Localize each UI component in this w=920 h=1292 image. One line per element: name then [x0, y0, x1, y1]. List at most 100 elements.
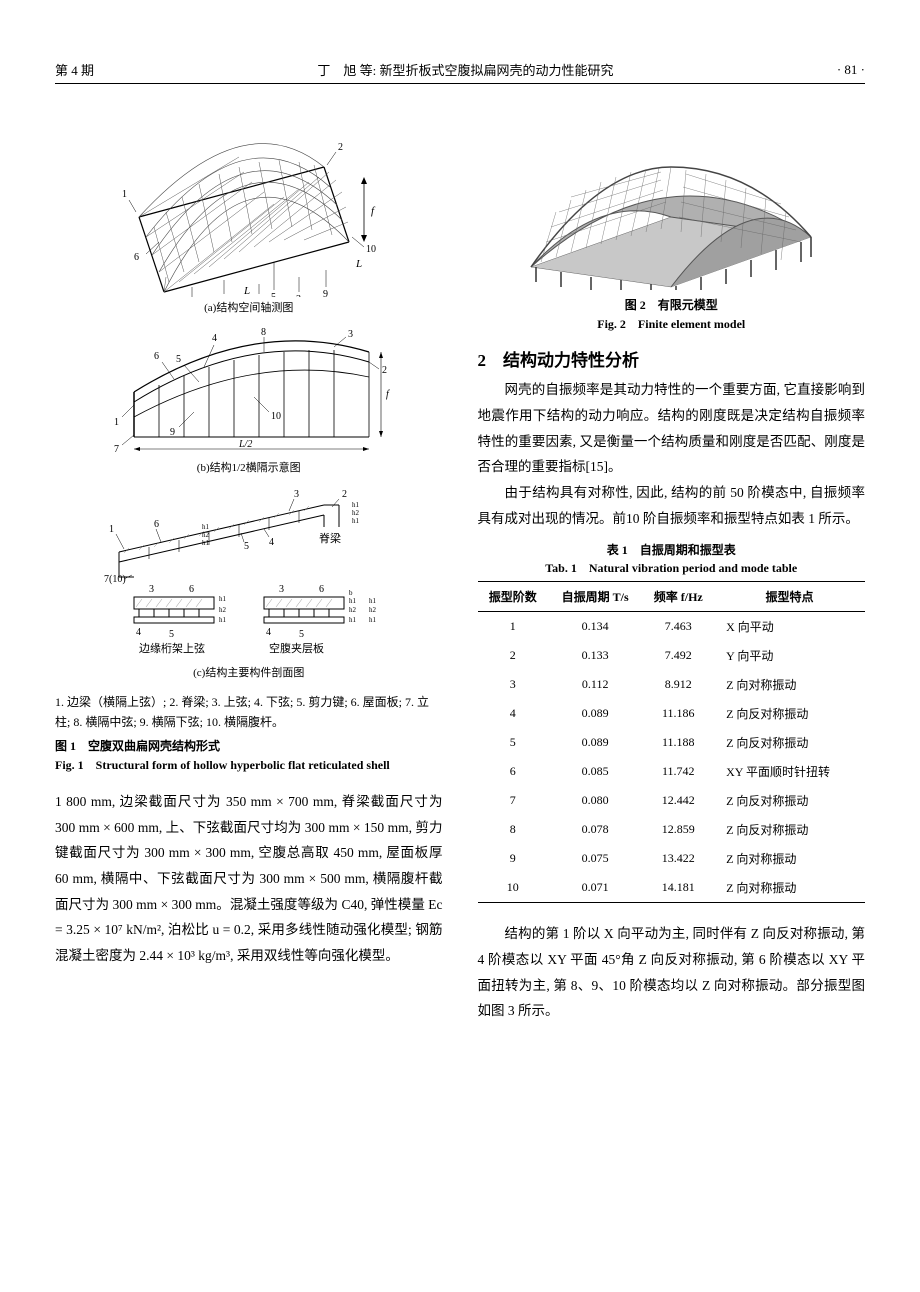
table-row: 100.07114.181Z 向对称振动 — [478, 873, 866, 903]
svg-text:h2: h2 — [219, 606, 227, 614]
svg-text:h2: h2 — [352, 509, 360, 517]
svg-text:4: 4 — [212, 333, 217, 344]
svg-text:h2: h2 — [202, 531, 210, 539]
svg-text:5: 5 — [169, 629, 174, 640]
svg-text:5: 5 — [271, 292, 276, 297]
running-title: 丁 旭 等: 新型折板式空腹拟扁网壳的动力性能研究 — [94, 60, 837, 79]
svg-text:4: 4 — [266, 627, 271, 638]
label-L2: L — [355, 258, 362, 270]
svg-text:h1: h1 — [349, 597, 357, 605]
svg-text:h1: h1 — [349, 616, 357, 624]
table-col-header: 振型阶数 — [478, 582, 548, 612]
table-1: 振型阶数自振周期 T/s频率 f/Hz振型特点 10.1347.463X 向平动… — [478, 581, 866, 903]
svg-text:1: 1 — [114, 417, 119, 428]
table1-caption: 表 1 自振周期和振型表 Tab. 1 Natural vibration pe… — [478, 541, 866, 577]
svg-text:1: 1 — [109, 524, 114, 535]
svg-text:h2: h2 — [369, 606, 377, 614]
fig1b-svg: L/2 f 1 2 3 4 5 6 7 8 9 10 — [104, 327, 394, 457]
label-f: f — [371, 205, 376, 217]
figure-2: 图 2 有限元模型 Fig. 2 Finite element model — [478, 122, 866, 334]
svg-text:7: 7 — [114, 444, 119, 455]
svg-text:f: f — [386, 389, 390, 400]
svg-text:10: 10 — [366, 244, 376, 255]
svg-text:3: 3 — [348, 329, 353, 340]
table-col-header: 振型特点 — [714, 582, 865, 612]
svg-text:6: 6 — [134, 252, 139, 263]
page-header: 第 4 期 丁 旭 等: 新型折板式空腹拟扁网壳的动力性能研究 · 81 · — [55, 60, 865, 84]
svg-text:h1: h1 — [352, 501, 360, 509]
label-L1: L — [243, 285, 250, 297]
table-row: 30.1128.912Z 向对称振动 — [478, 670, 866, 699]
table-row: 90.07513.422Z 向对称振动 — [478, 844, 866, 873]
svg-text:2: 2 — [338, 142, 343, 153]
issue-number: 第 4 期 — [55, 60, 94, 79]
fig1c-svg: 脊梁 1 2 3 4 5 6 7(10) — [94, 487, 404, 662]
svg-text:3: 3 — [279, 584, 284, 595]
svg-text:h1: h1 — [202, 539, 210, 547]
table-row: 50.08911.188Z 向反对称振动 — [478, 728, 866, 757]
fig2-caption-en: Fig. 2 Finite element model — [478, 315, 866, 334]
svg-text:2: 2 — [342, 489, 347, 500]
svg-text:h1: h1 — [202, 523, 210, 531]
table-row: 80.07812.859Z 向反对称振动 — [478, 815, 866, 844]
fig1a-caption: (a)结构空间轴测图 — [55, 299, 443, 315]
table-col-header: 频率 f/Hz — [642, 582, 714, 612]
fig1-caption-cn: 图 1 空腹双曲扁网壳结构形式 — [55, 737, 443, 756]
fig1b-caption: (b)结构1/2横隔示意图 — [55, 459, 443, 475]
svg-text:3: 3 — [294, 489, 299, 500]
right-para2: 由于结构具有对称性, 因此, 结构的前 50 阶模态中, 自振频率具有成对出现的… — [478, 480, 866, 531]
svg-text:3: 3 — [296, 294, 301, 297]
svg-text:3: 3 — [149, 584, 154, 595]
svg-text:4: 4 — [269, 537, 274, 548]
table-row: 70.08012.442Z 向反对称振动 — [478, 786, 866, 815]
svg-text:5: 5 — [244, 541, 249, 552]
fig1c-caption: (c)结构主要构件剖面图 — [55, 664, 443, 680]
svg-text:h1: h1 — [219, 616, 227, 624]
fig1a-svg: f L L 1 2 3 4 5 6 7 8 9 10 — [104, 122, 394, 297]
table-row: 20.1337.492Y 向平动 — [478, 641, 866, 670]
fig2-caption-cn: 图 2 有限元模型 — [478, 296, 866, 315]
svg-text:b: b — [349, 589, 353, 597]
svg-text:7(10): 7(10) — [104, 574, 126, 585]
svg-text:6: 6 — [319, 584, 324, 595]
left-column: f L L 1 2 3 4 5 6 7 8 9 10 (a)结构空间轴 — [55, 114, 443, 1024]
right-column: 图 2 有限元模型 Fig. 2 Finite element model 2 … — [478, 114, 866, 1024]
svg-text:4: 4 — [256, 296, 261, 297]
svg-text:h2: h2 — [349, 606, 357, 614]
svg-text:脊梁: 脊梁 — [319, 531, 341, 545]
svg-text:边缘桁架上弦: 边缘桁架上弦 — [139, 641, 205, 655]
svg-text:10: 10 — [271, 411, 281, 422]
svg-text:h1: h1 — [369, 616, 377, 624]
svg-text:9: 9 — [323, 289, 328, 297]
svg-text:6: 6 — [189, 584, 194, 595]
left-paragraph: 1 800 mm, 边梁截面尺寸为 350 mm × 700 mm, 脊梁截面尺… — [55, 789, 443, 968]
svg-text:6: 6 — [154, 351, 159, 362]
svg-text:h1: h1 — [219, 595, 227, 603]
section-2-heading: 2 结构动力特性分析 — [478, 346, 866, 371]
svg-text:8: 8 — [261, 327, 266, 338]
svg-text:8: 8 — [221, 296, 226, 297]
svg-text:h1: h1 — [369, 597, 377, 605]
figure-1b: L/2 f 1 2 3 4 5 6 7 8 9 10 (b)结构1/ — [55, 327, 443, 475]
table-row: 40.08911.186Z 向反对称振动 — [478, 699, 866, 728]
svg-text:空腹夹层板: 空腹夹层板 — [269, 641, 324, 655]
svg-text:1: 1 — [122, 189, 127, 200]
svg-text:9: 9 — [170, 427, 175, 438]
svg-text:5: 5 — [176, 354, 181, 365]
figure-1c: 脊梁 1 2 3 4 5 6 7(10) — [55, 487, 443, 680]
fig2-svg — [501, 122, 841, 292]
svg-text:4: 4 — [136, 627, 141, 638]
table-row: 10.1347.463X 向平动 — [478, 612, 866, 642]
fig1-legend: 1. 边梁（横隔上弦）; 2. 脊梁; 3. 上弦; 4. 下弦; 5. 剪力键… — [55, 692, 443, 733]
svg-text:L/2: L/2 — [238, 439, 252, 450]
svg-text:5: 5 — [299, 629, 304, 640]
svg-text:h1: h1 — [352, 517, 360, 525]
table-row: 60.08511.742XY 平面顺时针扭转 — [478, 757, 866, 786]
right-para1: 网壳的自振频率是其动力特性的一个重要方面, 它直接影响到地震作用下结构的动力响应… — [478, 377, 866, 480]
svg-text:2: 2 — [382, 365, 387, 376]
content-columns: f L L 1 2 3 4 5 6 7 8 9 10 (a)结构空间轴 — [55, 114, 865, 1024]
table-col-header: 自振周期 T/s — [548, 582, 642, 612]
right-para3: 结构的第 1 阶以 X 向平动为主, 同时伴有 Z 向反对称振动, 第 4 阶模… — [478, 921, 866, 1024]
page-number: · 81 · — [837, 62, 865, 78]
svg-text:6: 6 — [154, 519, 159, 530]
